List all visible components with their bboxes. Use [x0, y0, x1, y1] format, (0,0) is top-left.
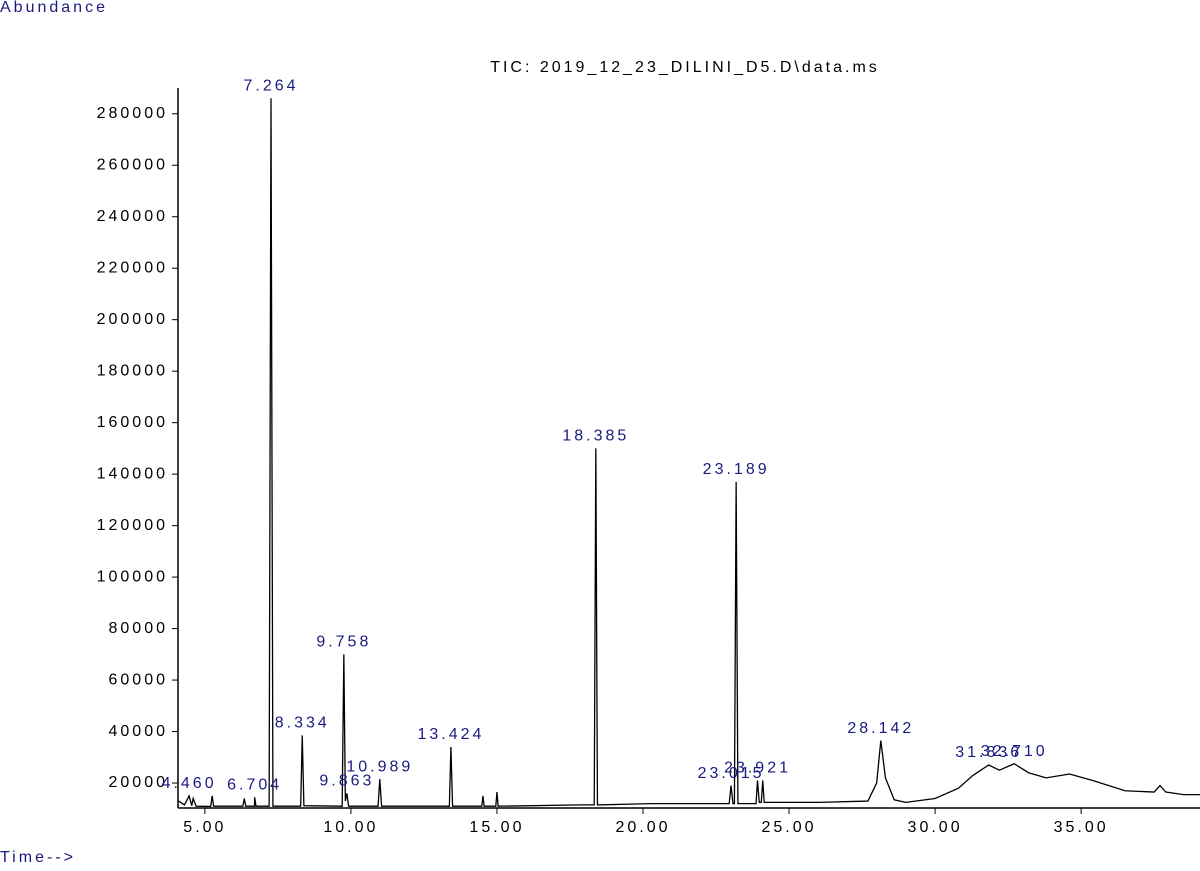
- x-tick-label: 25.00: [762, 819, 817, 836]
- y-tick-label: 180000: [97, 362, 168, 379]
- peak-label: 9.758: [316, 634, 371, 651]
- y-tick-label: 40000: [109, 723, 169, 740]
- peak-label: 8.334: [275, 715, 330, 732]
- chart-title: TIC: 2019_12_23_DILINI_D5.D\data.ms: [490, 59, 880, 76]
- peak-label: 23.189: [703, 461, 770, 478]
- y-tick-label: 200000: [97, 311, 168, 328]
- chromatogram-line: [178, 98, 1200, 808]
- peak-label: 23.015: [698, 765, 765, 782]
- y-tick-label: 280000: [97, 105, 168, 122]
- peak-label: 23.921: [724, 760, 791, 777]
- x-tick-label: 5.00: [183, 819, 226, 836]
- y-axis-label: Abundance: [0, 0, 108, 16]
- x-tick-label: 30.00: [908, 819, 963, 836]
- x-tick-label: 20.00: [615, 819, 670, 836]
- peak-label: 7.264: [243, 78, 298, 95]
- y-tick-label: 120000: [97, 517, 168, 534]
- y-tick-label: 140000: [97, 465, 168, 482]
- peak-label: 6.704: [227, 776, 282, 793]
- y-tick-label: 240000: [97, 208, 168, 225]
- peak-label: 31.836: [955, 744, 1022, 761]
- peak-label: 9.863: [319, 773, 374, 790]
- y-tick-label: 20000: [109, 774, 169, 791]
- peak-label: 4.460: [162, 775, 217, 792]
- peak-label: 18.385: [562, 428, 629, 445]
- peak-label: 10.989: [346, 758, 413, 775]
- y-tick-label: 100000: [97, 568, 168, 585]
- y-tick-label: 60000: [109, 671, 169, 688]
- y-tick-label: 260000: [97, 156, 168, 173]
- x-tick-label: 15.00: [469, 819, 524, 836]
- peak-label: 32.710: [981, 743, 1048, 760]
- peak-label: 28.142: [847, 720, 914, 737]
- y-tick-label: 220000: [97, 259, 168, 276]
- x-tick-label: 10.00: [323, 819, 378, 836]
- x-tick-label: 35.00: [1054, 819, 1109, 836]
- y-tick-label: 80000: [109, 620, 169, 637]
- y-tick-label: 160000: [97, 414, 168, 431]
- x-axis-label: Time-->: [0, 849, 76, 866]
- peak-label: 13.424: [417, 726, 484, 743]
